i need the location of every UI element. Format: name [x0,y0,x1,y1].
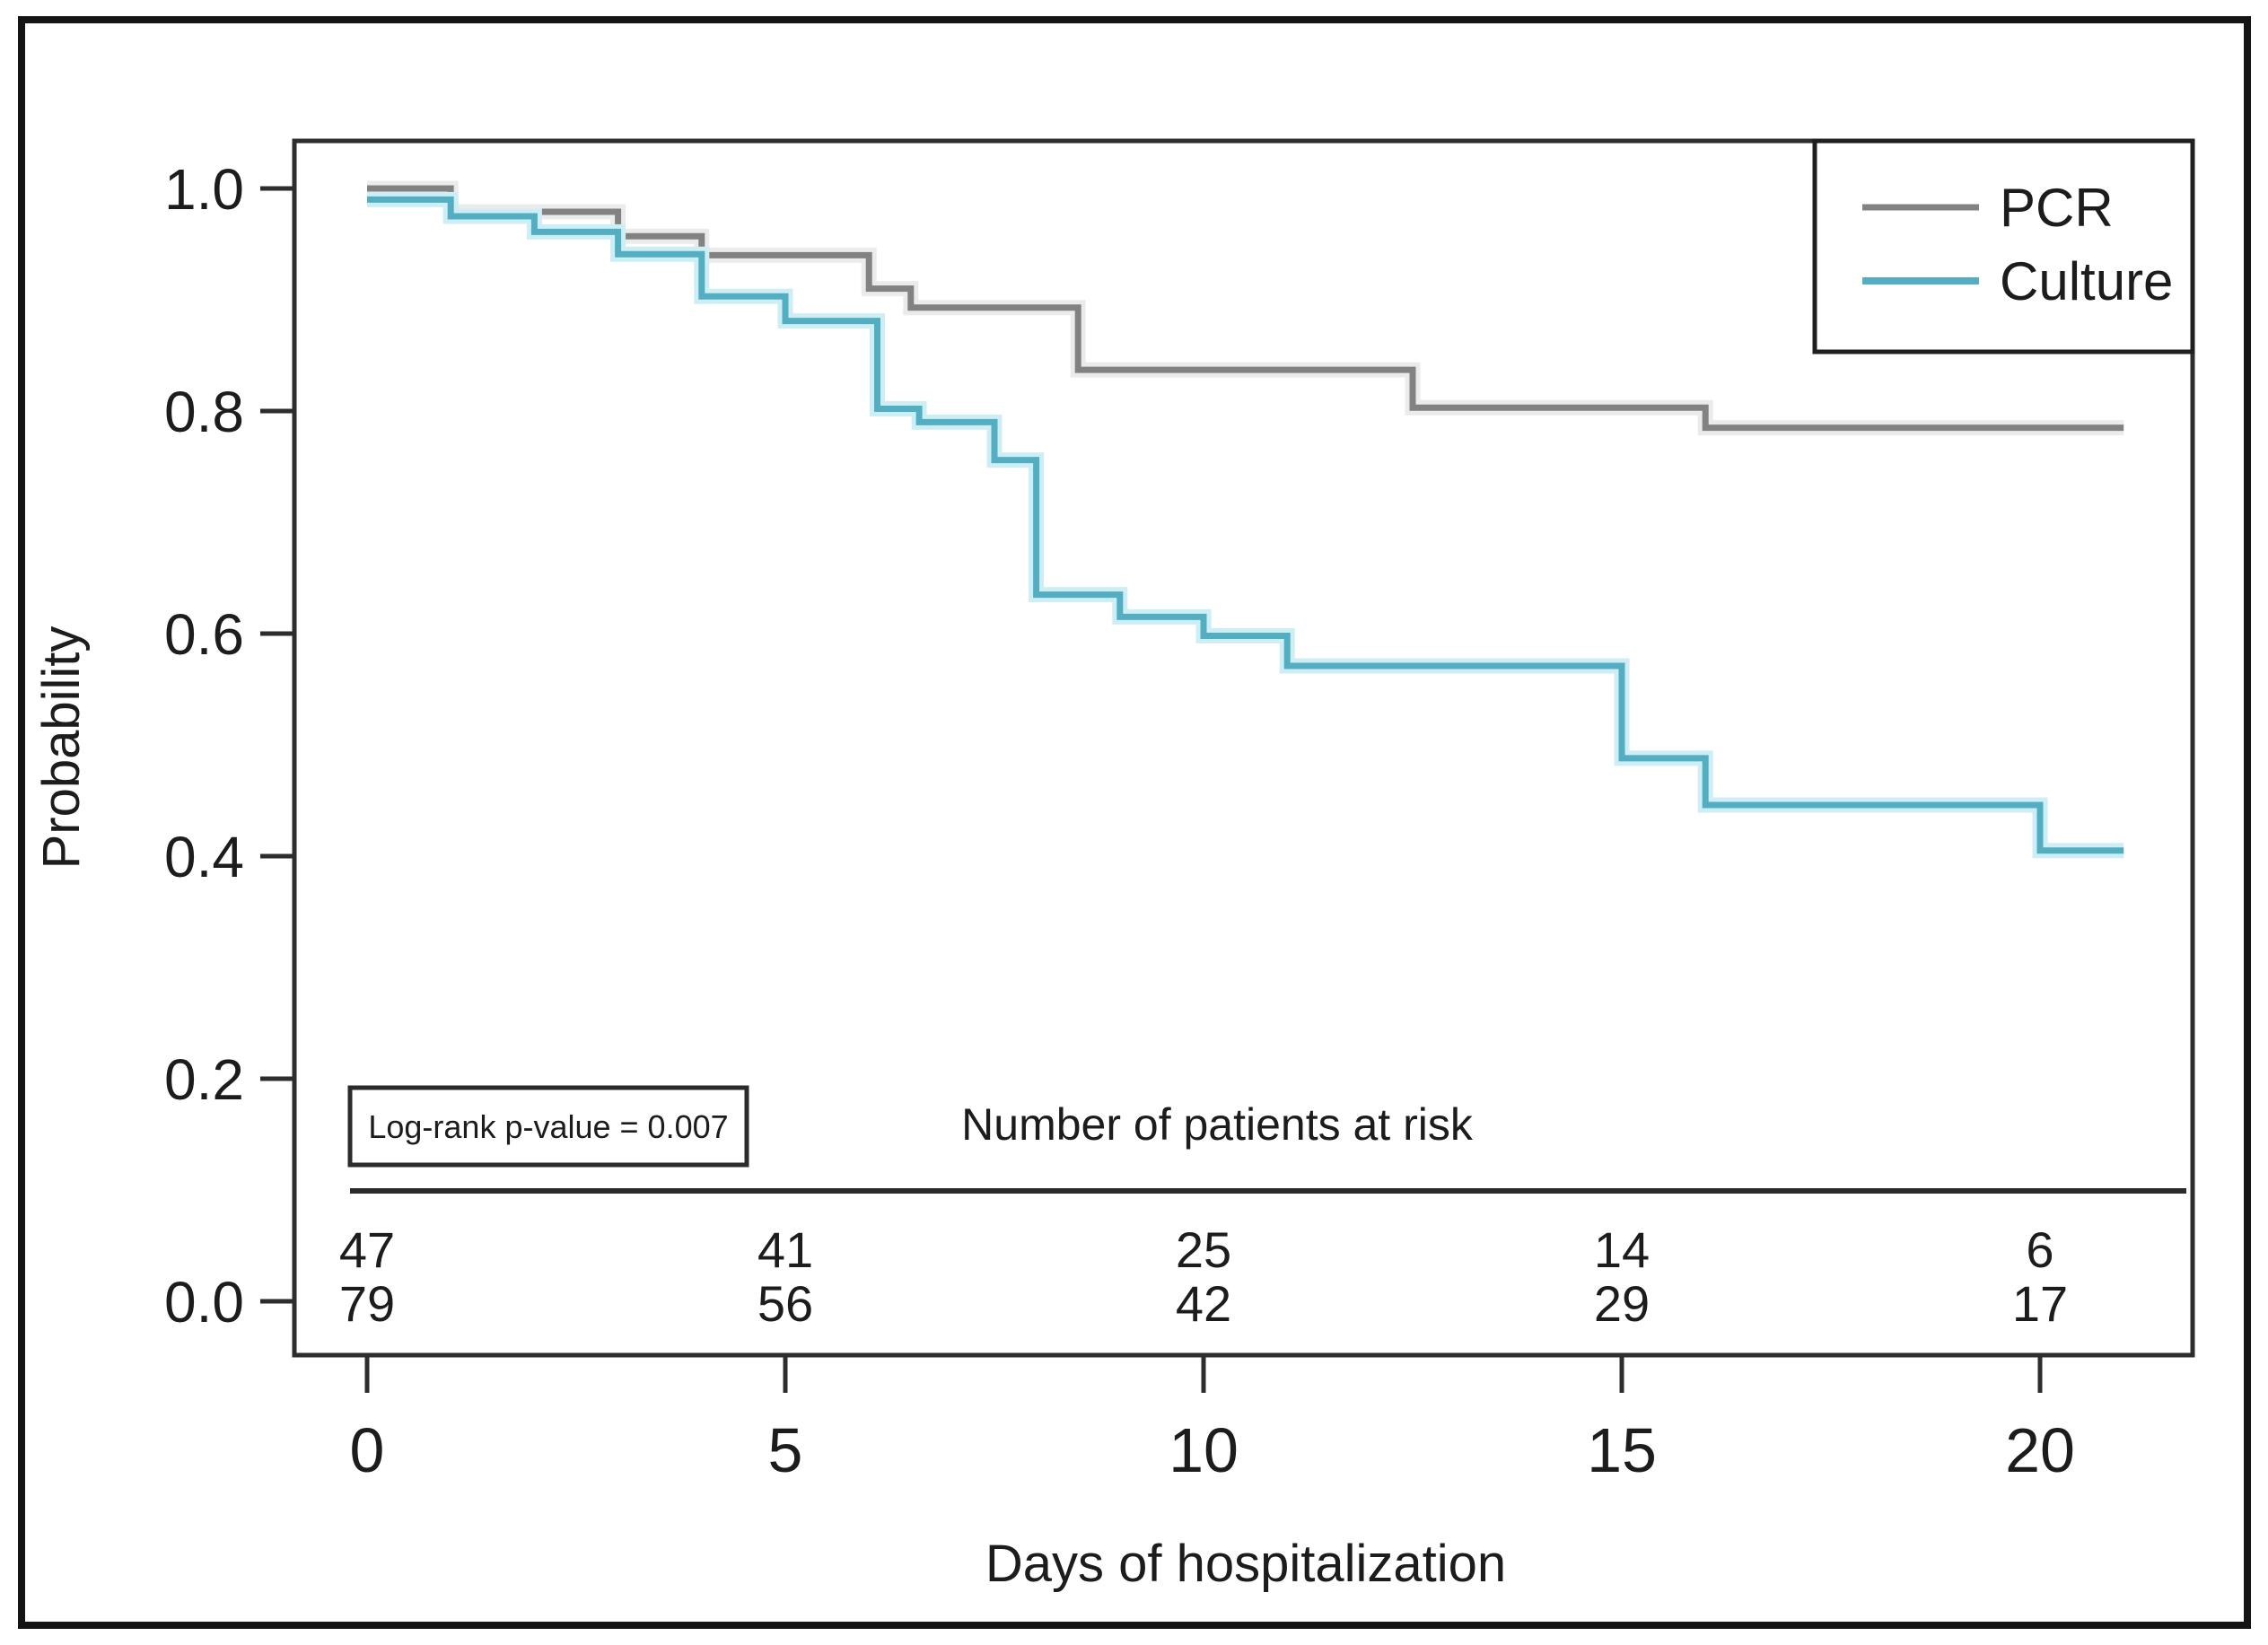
legend-label-culture: Culture [2000,251,2173,311]
risk-count-culture: 79 [339,1275,395,1332]
x-tick-label: 0 [350,1415,385,1485]
risk-count-pcr: 25 [1176,1221,1231,1278]
risk-table-rows: 47 41 25 14 6 79 56 42 29 17 [339,1221,2068,1332]
y-axis-ticks: 1.0 0.8 0.6 0.4 0.2 0.0 [164,157,294,1334]
y-tick-label: 0.6 [164,602,244,667]
risk-count-culture: 29 [1594,1275,1650,1332]
risk-count-pcr: 14 [1594,1221,1650,1278]
logrank-box [347,1085,749,1168]
risk-count-pcr: 6 [2026,1221,2053,1278]
y-tick-label: 0.0 [164,1270,244,1334]
legend-label-pcr: PCR [2000,178,2114,238]
risk-count-pcr: 47 [339,1221,395,1278]
culture-curve [367,196,2124,854]
risk-count-culture: 17 [2012,1275,2068,1332]
risk-count-culture: 56 [757,1275,813,1332]
x-tick-label: 20 [2005,1415,2075,1485]
x-axis-ticks: 0 5 10 15 20 [350,1355,2075,1485]
risk-count-pcr: 41 [757,1221,813,1278]
risk-table: Number of patients at risk 47 41 25 14 6 79 56… [339,1099,2186,1332]
x-tick-label: 5 [768,1415,803,1485]
logrank-annotation: Log-rank p-value = 0.007 [347,1085,749,1168]
risk-table-title: Number of patients at risk [961,1099,1474,1150]
legend-box [1812,138,2195,354]
y-axis-title: Probability [32,626,91,870]
risk-count-culture: 42 [1176,1275,1231,1332]
x-tick-label: 15 [1587,1415,1657,1485]
y-tick-label: 0.4 [164,825,244,889]
x-tick-label: 10 [1169,1415,1239,1485]
plot-box [292,138,2195,1358]
y-tick-label: 0.2 [164,1047,244,1112]
survival-curves [367,180,2124,859]
x-axis-title: Days of hospitalization [985,1535,1506,1593]
pcr-curve [367,185,2124,432]
legend: PCR Culture [1812,138,2195,354]
logrank-text: Log-rank p-value = 0.007 [368,1108,728,1145]
y-tick-label: 1.0 [164,157,244,222]
y-tick-label: 0.8 [164,380,244,444]
